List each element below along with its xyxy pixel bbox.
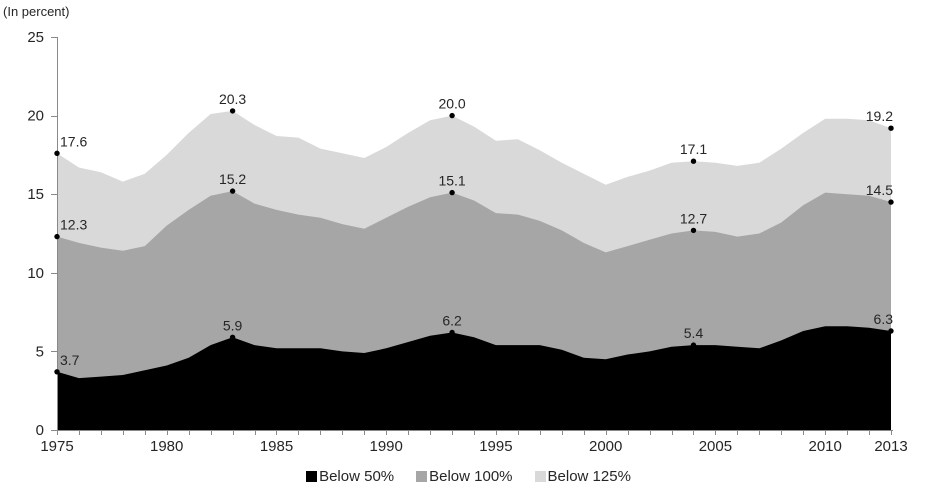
data-point — [449, 189, 455, 196]
data-point — [888, 199, 894, 205]
data-point — [229, 108, 236, 114]
x-axis-tick-label: 2013 — [874, 438, 907, 455]
data-point-label: 15.1 — [438, 173, 465, 189]
y-axis-tick-label: 25 — [27, 29, 44, 46]
data-point-label: 12.3 — [60, 217, 87, 233]
data-point-label: 17.6 — [60, 133, 87, 149]
data-point — [229, 188, 236, 194]
x-axis-tick-label: 1995 — [479, 438, 512, 455]
legend-swatch-below-100 — [416, 471, 428, 482]
data-point — [690, 227, 697, 234]
data-point — [449, 329, 455, 336]
area-below-50 — [57, 326, 891, 430]
x-axis-tick-label: 1990 — [370, 438, 403, 455]
data-point-label: 15.2 — [219, 171, 246, 187]
y-axis-tick-label: 10 — [27, 265, 44, 282]
data-point-label: 6.2 — [442, 313, 462, 329]
legend-label: Below 125% — [547, 468, 631, 485]
y-axis-tick-label: 0 — [36, 422, 44, 439]
data-point-label: 5.4 — [684, 325, 704, 341]
x-axis-tick-label: 2005 — [699, 438, 732, 455]
x-axis-tick-label: 2000 — [589, 438, 622, 455]
data-point — [54, 369, 60, 375]
data-point-label: 3.7 — [60, 352, 80, 368]
area-chart-plot: 0 5 10 15 20 25 1975 1980 1985 1990 1995 2000 2005 20… — [27, 29, 907, 455]
data-point-label: 19.2 — [866, 108, 893, 124]
data-point-label: 20.3 — [219, 91, 246, 107]
data-point — [54, 233, 60, 240]
data-point — [54, 150, 60, 156]
axis-unit-label: (In percent) — [3, 4, 70, 19]
chart-legend: Below 50% Below 100% Below 125% — [0, 469, 937, 484]
data-point-label: 20.0 — [438, 96, 465, 112]
legend-swatch-below-50 — [306, 471, 318, 482]
data-point-label: 12.7 — [680, 210, 707, 226]
y-axis-tick-label: 5 — [36, 343, 44, 360]
data-point-label: 5.9 — [223, 317, 243, 333]
data-point — [888, 125, 894, 131]
legend-swatch-below-125 — [534, 471, 546, 482]
legend-label: Below 50% — [319, 468, 395, 485]
data-point — [690, 158, 697, 164]
legend-item-below-100: Below 100% — [416, 468, 513, 485]
data-point — [449, 112, 455, 119]
data-point-label: 6.3 — [874, 311, 894, 327]
data-point — [888, 328, 894, 334]
x-axis-tick-label: 2010 — [809, 438, 842, 455]
data-point — [229, 334, 236, 340]
data-point-label: 14.5 — [866, 182, 893, 198]
x-axis-tick-label: 1980 — [150, 438, 183, 455]
y-axis-tick-label: 15 — [27, 186, 44, 203]
data-point — [690, 342, 697, 348]
legend-item-below-50: Below 50% — [306, 469, 394, 484]
legend-label: Below 100% — [429, 468, 513, 485]
data-point-label: 17.1 — [680, 141, 707, 157]
y-axis-tick-label: 20 — [27, 108, 44, 125]
x-axis-tick-label: 1975 — [40, 438, 73, 455]
x-axis-tick-label: 1985 — [260, 438, 293, 455]
legend-item-below-125: Below 125% — [534, 468, 631, 485]
